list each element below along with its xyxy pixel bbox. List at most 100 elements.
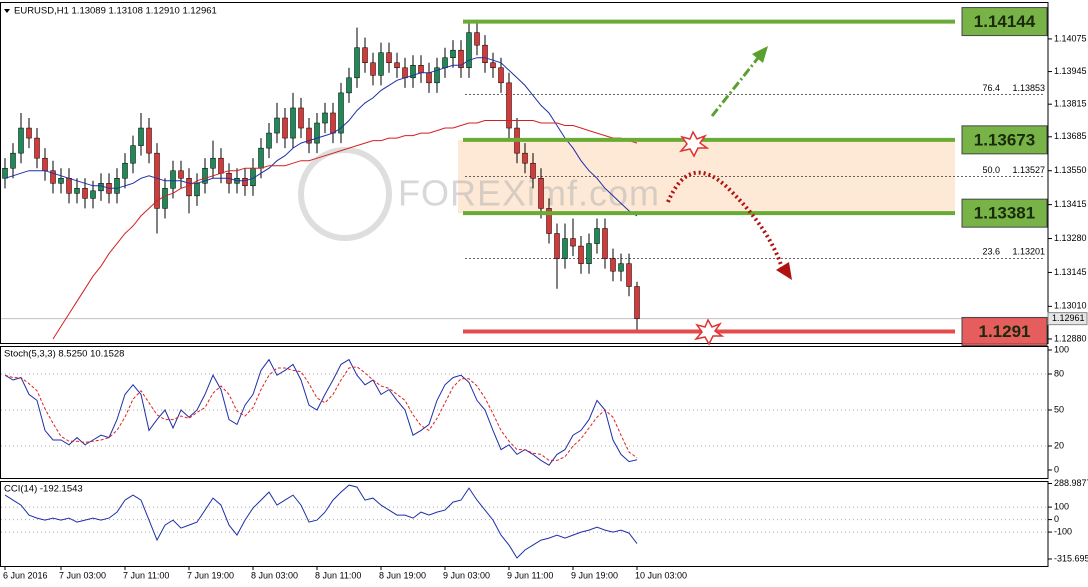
level-label: 1.1291 xyxy=(979,322,1031,341)
indicator-line xyxy=(52,120,638,340)
candle-body xyxy=(634,286,640,319)
panel-frame xyxy=(0,2,1049,344)
panel-frame xyxy=(0,346,1049,479)
down-arrow xyxy=(666,170,784,269)
fib-ratio: 50.0 xyxy=(982,165,1000,175)
y-tick-label: 80 xyxy=(1054,368,1064,378)
level-box xyxy=(961,7,1048,37)
candle-body xyxy=(114,178,120,194)
x-tick-label: 9 Jun 03:00 xyxy=(443,570,490,580)
candle-body xyxy=(330,112,336,134)
candle-body xyxy=(618,263,624,272)
fib-price: 1.13201 xyxy=(1012,247,1045,257)
candle-body xyxy=(482,44,488,64)
y-tick-label: 20 xyxy=(1054,440,1064,450)
candle-body xyxy=(394,62,400,69)
candle-body xyxy=(418,65,424,74)
candle-body xyxy=(490,62,496,69)
stoch-title: Stoch(5,3,3) 8.5250 10.1528 xyxy=(4,349,124,360)
x-tick-label: 9 Jun 19:00 xyxy=(571,570,618,580)
candle-body xyxy=(626,263,632,287)
y-tick-label: 1.13010 xyxy=(1054,301,1087,311)
y-tick-label: 0 xyxy=(1054,464,1059,474)
y-tick-label: 288.9877 xyxy=(1054,478,1088,488)
candle-body xyxy=(186,178,192,197)
candle-body xyxy=(450,49,456,58)
y-tick-label: 100 xyxy=(1054,344,1069,354)
candle-body xyxy=(458,49,464,69)
fib-price: 1.13853 xyxy=(1012,83,1045,93)
candle-body xyxy=(314,122,320,144)
x-tick-label: 10 Jun 03:00 xyxy=(635,570,687,580)
y-tick-label: 1.13945 xyxy=(1054,66,1087,76)
annotations: EURUSD,H1 1.13089 1.13108 1.12910 1.1296… xyxy=(4,6,792,495)
x-tick-label: 9 Jun 11:00 xyxy=(507,570,553,580)
candle-body xyxy=(202,167,208,184)
candle-body xyxy=(530,162,536,179)
indicator-line xyxy=(4,358,638,466)
candle-body xyxy=(602,228,608,259)
candle-body xyxy=(354,47,360,79)
y-tick-label: 1.14075 xyxy=(1054,33,1087,43)
candle-body xyxy=(50,170,56,184)
candle-body xyxy=(74,188,80,194)
candle-body xyxy=(258,147,264,169)
candle-body xyxy=(298,107,304,129)
candle-body xyxy=(402,67,408,79)
candle-body xyxy=(498,67,504,84)
candle-body xyxy=(242,178,248,187)
candle-body xyxy=(42,157,48,171)
candle-body xyxy=(162,188,168,209)
candle-body xyxy=(434,67,440,84)
price-tag xyxy=(1047,312,1088,326)
candle-body xyxy=(66,178,72,194)
candle-body xyxy=(98,183,104,192)
candle-body xyxy=(410,65,416,79)
candle-body xyxy=(554,233,560,259)
candle-body xyxy=(378,52,384,76)
candle-body xyxy=(282,117,288,139)
level-box xyxy=(961,316,1048,346)
down-arrowhead xyxy=(776,262,792,280)
candle-body xyxy=(506,82,512,129)
y-tick-label: 1.12880 xyxy=(1054,333,1087,343)
candle-body xyxy=(2,167,8,179)
candle-body xyxy=(474,32,480,46)
candle-body xyxy=(370,62,376,76)
y-tick-label: 1.13145 xyxy=(1054,267,1087,277)
candle-body xyxy=(362,47,368,64)
candle-body xyxy=(538,178,544,209)
candle-body xyxy=(146,127,152,154)
candle-body xyxy=(122,162,128,179)
candle-body xyxy=(82,188,88,199)
up-arrowhead xyxy=(752,46,768,63)
candle-body xyxy=(178,170,184,179)
candle-body xyxy=(34,137,40,159)
candle-body xyxy=(10,152,16,169)
candle-body xyxy=(466,32,472,69)
candle-body xyxy=(442,57,448,69)
x-tick-label: 7 Jun 11:00 xyxy=(123,570,169,580)
indicator-line xyxy=(4,366,638,461)
candle-body xyxy=(594,228,600,244)
y-tick-label: 1.13550 xyxy=(1054,165,1087,175)
candle-body xyxy=(58,178,64,184)
y-tick-label: 0 xyxy=(1054,514,1059,524)
candle-body xyxy=(306,127,312,144)
chart-title: EURUSD,H1 1.13089 1.13108 1.12910 1.1296… xyxy=(14,6,217,17)
indicator-line xyxy=(4,57,638,217)
fib-price: 1.13527 xyxy=(1012,165,1045,175)
level-label: 1.13381 xyxy=(974,204,1035,223)
y-tick-label: 1.13685 xyxy=(1054,131,1087,141)
candle-body xyxy=(210,157,216,169)
break-marker xyxy=(678,130,710,158)
break-marker xyxy=(693,318,725,346)
up-arrow xyxy=(710,57,760,117)
candle-body xyxy=(170,170,176,189)
y-tick-label: -315.6955 xyxy=(1054,553,1088,563)
candle-body xyxy=(218,157,224,174)
candle-body xyxy=(562,238,568,259)
